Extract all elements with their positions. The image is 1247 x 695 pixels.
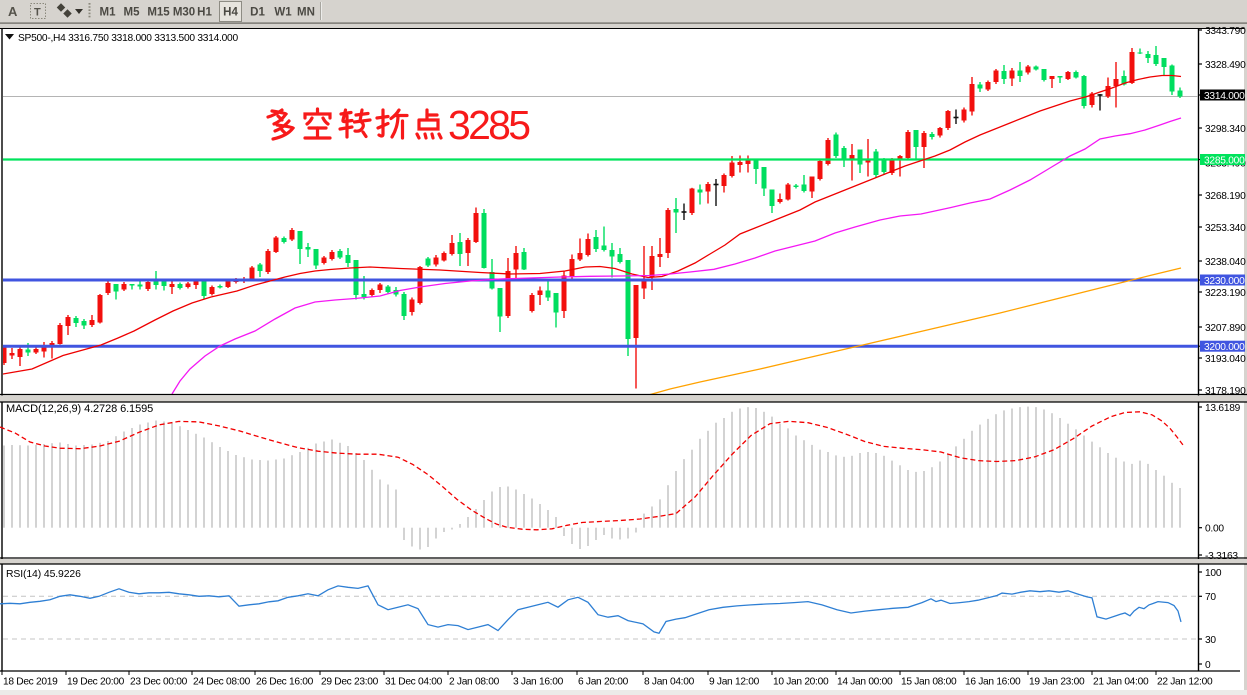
svg-text:3223.190: 3223.190 xyxy=(1205,288,1246,299)
svg-text:3328.490: 3328.490 xyxy=(1205,60,1246,71)
svg-text:22 Jan 12:00: 22 Jan 12:00 xyxy=(1157,677,1213,688)
svg-text:14 Jan 00:00: 14 Jan 00:00 xyxy=(837,677,893,688)
svg-text:W1: W1 xyxy=(274,7,292,19)
svg-text:D1: D1 xyxy=(250,7,265,19)
svg-text:A: A xyxy=(8,4,18,19)
svg-text:3230.000: 3230.000 xyxy=(1204,276,1245,287)
svg-text:3285.000: 3285.000 xyxy=(1204,155,1245,166)
svg-text:0.00: 0.00 xyxy=(1205,524,1224,535)
svg-text:29 Dec 23:00: 29 Dec 23:00 xyxy=(321,677,379,688)
svg-text:T: T xyxy=(34,7,41,19)
svg-text:100: 100 xyxy=(1205,568,1222,579)
svg-text:M30: M30 xyxy=(173,7,195,19)
svg-text:19 Dec 20:00: 19 Dec 20:00 xyxy=(67,677,125,688)
svg-text:H1: H1 xyxy=(197,7,212,19)
svg-text:16 Jan 16:00: 16 Jan 16:00 xyxy=(965,677,1021,688)
svg-text:3178.190: 3178.190 xyxy=(1205,386,1246,397)
svg-text:-3.3163: -3.3163 xyxy=(1205,551,1238,562)
svg-text:M5: M5 xyxy=(124,7,141,19)
svg-text:19 Jan 23:00: 19 Jan 23:00 xyxy=(1029,677,1085,688)
svg-text:3200.000: 3200.000 xyxy=(1204,342,1245,353)
svg-text:3193.040: 3193.040 xyxy=(1205,354,1246,365)
svg-text:8 Jan 04:00: 8 Jan 04:00 xyxy=(644,677,695,688)
svg-text:3314.000: 3314.000 xyxy=(1204,91,1245,102)
svg-text:2 Jan 08:00: 2 Jan 08:00 xyxy=(449,677,500,688)
svg-text:RSI(14) 45.9226: RSI(14) 45.9226 xyxy=(6,569,81,580)
svg-text:26 Dec 16:00: 26 Dec 16:00 xyxy=(256,677,314,688)
svg-text:3 Jan 16:00: 3 Jan 16:00 xyxy=(513,677,564,688)
svg-text:MACD(12,26,9) 4.2728 6.1595: MACD(12,26,9) 4.2728 6.1595 xyxy=(6,403,153,415)
svg-text:10 Jan 20:00: 10 Jan 20:00 xyxy=(773,677,829,688)
svg-text:23 Dec 00:00: 23 Dec 00:00 xyxy=(130,677,188,688)
svg-text:70: 70 xyxy=(1205,592,1216,603)
svg-text:MN: MN xyxy=(297,7,315,19)
svg-text:15 Jan 08:00: 15 Jan 08:00 xyxy=(901,677,957,688)
svg-text:M1: M1 xyxy=(100,7,117,19)
svg-text:3298.340: 3298.340 xyxy=(1205,124,1246,135)
svg-text:H4: H4 xyxy=(223,7,238,19)
svg-text:0: 0 xyxy=(1205,660,1211,671)
svg-text:24 Dec 08:00: 24 Dec 08:00 xyxy=(193,677,251,688)
svg-text:3343.790: 3343.790 xyxy=(1205,26,1246,37)
svg-text:SP500-,H4 3316.750 3318.000 3: SP500-,H4 3316.750 3318.000 3313.500 331… xyxy=(18,33,238,44)
svg-text:9 Jan 12:00: 9 Jan 12:00 xyxy=(709,677,760,688)
svg-text:3238.040: 3238.040 xyxy=(1205,257,1246,268)
svg-text:21 Jan 04:00: 21 Jan 04:00 xyxy=(1093,677,1149,688)
svg-text:13.6189: 13.6189 xyxy=(1205,403,1241,414)
svg-text:6 Jan 20:00: 6 Jan 20:00 xyxy=(578,677,629,688)
svg-text:30: 30 xyxy=(1205,635,1216,646)
svg-text:3253.340: 3253.340 xyxy=(1205,223,1246,234)
svg-text:M15: M15 xyxy=(147,7,170,19)
svg-text:3207.890: 3207.890 xyxy=(1205,323,1246,334)
svg-text:3268.190: 3268.190 xyxy=(1205,191,1246,202)
svg-text:3285: 3285 xyxy=(448,102,531,148)
svg-text:18 Dec 2019: 18 Dec 2019 xyxy=(3,677,58,688)
svg-text:31 Dec 04:00: 31 Dec 04:00 xyxy=(385,677,443,688)
